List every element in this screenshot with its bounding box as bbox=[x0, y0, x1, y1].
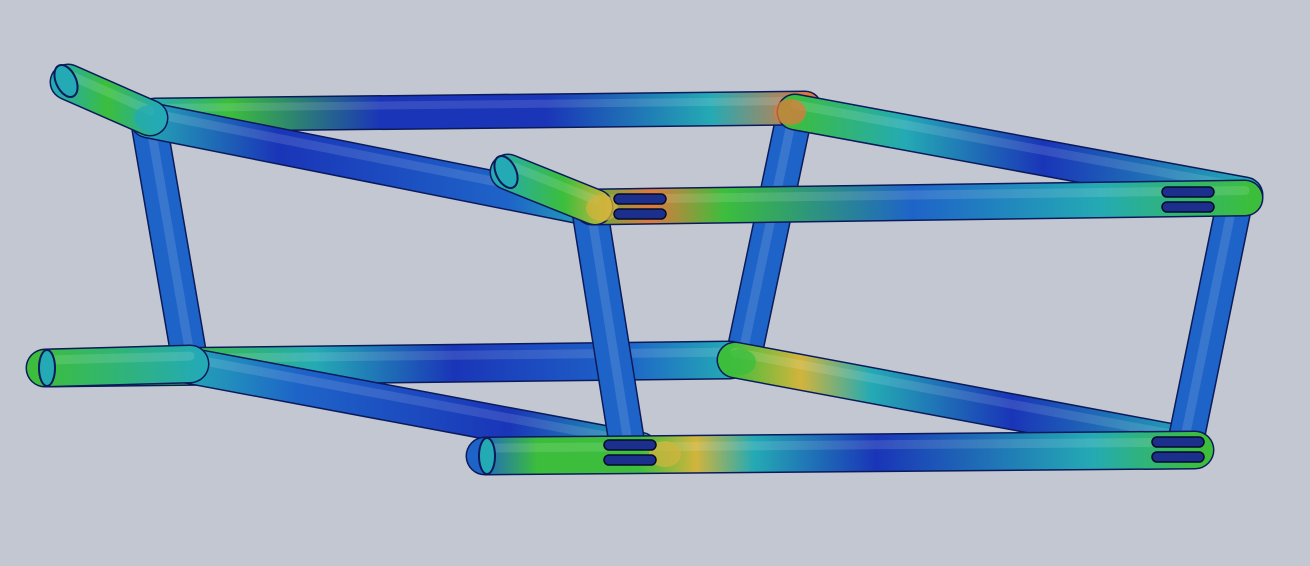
tube-end-bottom-left bbox=[38, 349, 56, 387]
vertical-front-left-highlight bbox=[585, 200, 633, 448]
bottom-diagonal-rail bbox=[163, 347, 657, 467]
pin-bottom-front-left bbox=[603, 439, 657, 466]
frame-members bbox=[25, 63, 1264, 476]
joint-top-back-left bbox=[134, 105, 166, 131]
vertical-back-right-highlight bbox=[740, 100, 800, 348]
right-bottom-rail-highlight bbox=[730, 348, 1195, 443]
tube-end-bottom-front bbox=[478, 437, 496, 475]
right-top-rail-highlight bbox=[790, 100, 1250, 193]
vertical-back-left bbox=[131, 101, 207, 379]
stub-top-middle bbox=[491, 155, 612, 224]
right-bottom-rail bbox=[718, 343, 1207, 462]
stub-top-middle-highlight bbox=[503, 160, 600, 205]
joint-bottom-back-right bbox=[724, 349, 756, 375]
bottom-front-rail-highlight bbox=[480, 437, 1200, 453]
joint-bottom-front-left bbox=[649, 441, 681, 467]
tube-end-top-middle bbox=[493, 155, 519, 189]
stub-top-left-highlight bbox=[63, 70, 155, 116]
joint-top-front-left bbox=[586, 195, 618, 221]
top-back-rail-highlight bbox=[151, 96, 809, 112]
pin-top-front-right bbox=[1161, 186, 1215, 213]
bottom-front-rail bbox=[467, 432, 1213, 474]
vertical-front-left bbox=[573, 195, 645, 467]
top-back-rail bbox=[139, 92, 821, 131]
joint-top-back-right bbox=[774, 99, 806, 125]
tube-end-caps bbox=[38, 64, 519, 475]
top-front-rail bbox=[575, 181, 1262, 224]
vertical-front-right bbox=[1168, 183, 1252, 462]
pin-top-front-left bbox=[613, 193, 667, 220]
vertical-back-left-highlight bbox=[143, 106, 195, 360]
tube-end-top-left bbox=[53, 64, 79, 98]
bottom-diagonal-rail-highlight bbox=[175, 352, 645, 448]
top-front-rail-highlight bbox=[587, 186, 1250, 205]
vertical-front-right-highlight bbox=[1180, 188, 1240, 443]
stub-bottom-left-highlight bbox=[40, 351, 195, 365]
pin-bottom-front-right bbox=[1151, 436, 1205, 463]
frame-pins bbox=[603, 186, 1215, 466]
stub-bottom-left bbox=[27, 346, 208, 386]
vertical-back-right bbox=[728, 95, 812, 367]
